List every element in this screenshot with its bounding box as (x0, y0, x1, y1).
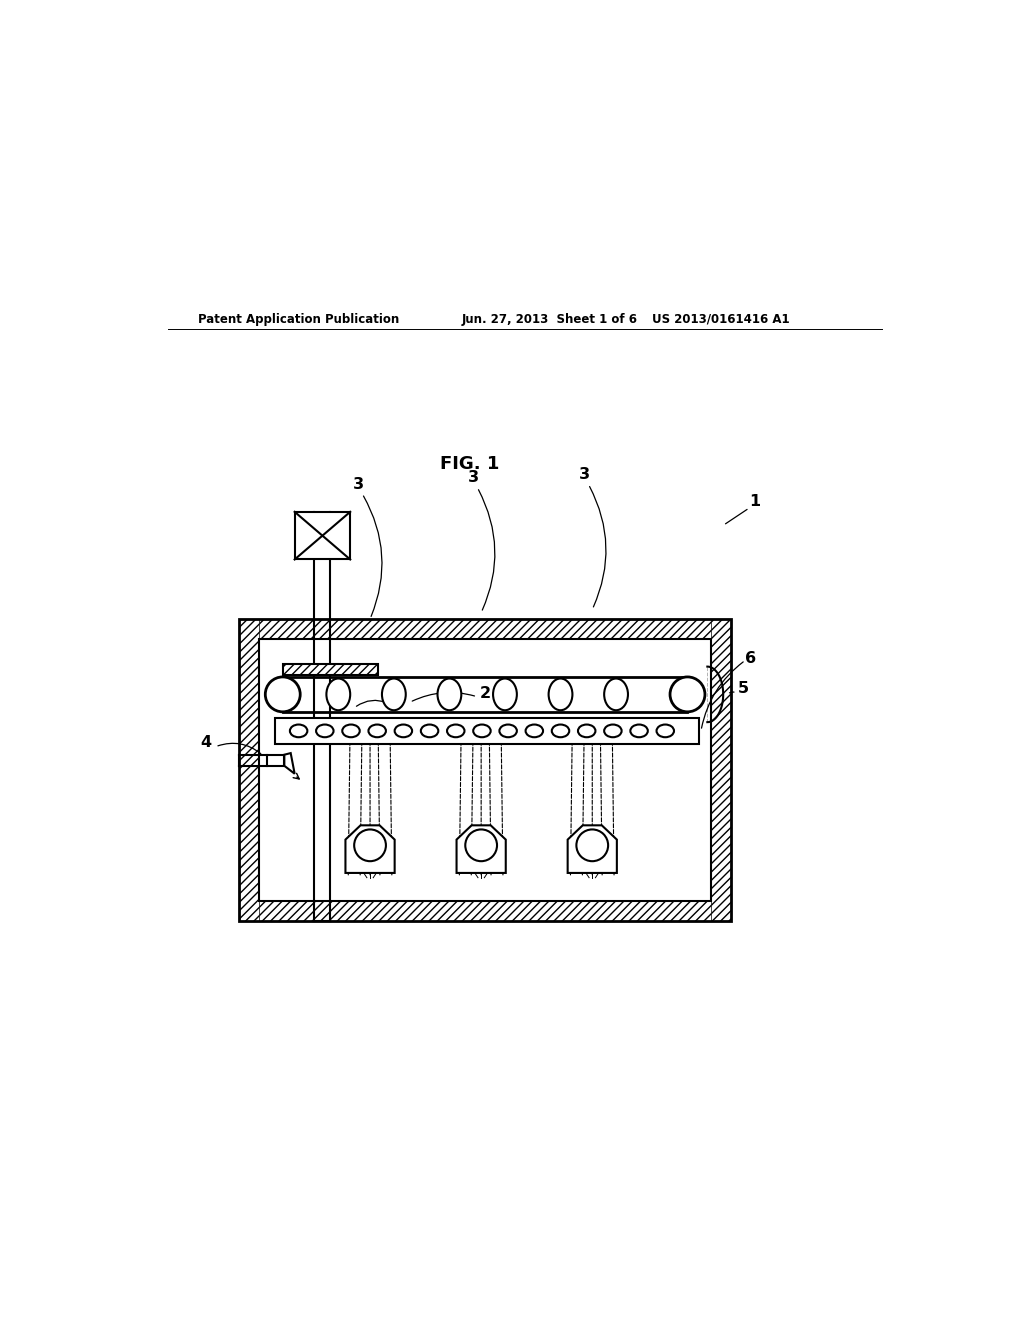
Text: 3: 3 (579, 467, 590, 482)
Ellipse shape (552, 725, 569, 738)
Ellipse shape (525, 725, 543, 738)
Ellipse shape (494, 678, 517, 710)
Ellipse shape (382, 678, 406, 710)
Ellipse shape (437, 678, 461, 710)
Polygon shape (285, 754, 295, 774)
Bar (240, 619, 259, 920)
Bar (267, 755, 285, 766)
Ellipse shape (342, 725, 359, 738)
Bar (259, 639, 712, 900)
Text: 5: 5 (737, 681, 749, 697)
Ellipse shape (604, 678, 628, 710)
Circle shape (354, 829, 386, 861)
Text: Patent Application Publication: Patent Application Publication (198, 313, 399, 326)
Ellipse shape (316, 725, 334, 738)
Ellipse shape (369, 725, 386, 738)
Circle shape (465, 829, 497, 861)
Ellipse shape (327, 678, 350, 710)
Text: 2: 2 (479, 686, 490, 701)
Text: US 2013/0161416 A1: US 2013/0161416 A1 (652, 313, 790, 326)
Text: 3: 3 (352, 477, 364, 491)
Circle shape (265, 677, 300, 711)
Text: 4: 4 (201, 735, 211, 750)
Bar (240, 900, 731, 920)
Ellipse shape (421, 725, 438, 738)
Bar (283, 664, 378, 676)
Text: 6: 6 (745, 651, 757, 667)
Circle shape (670, 677, 705, 711)
Bar (240, 619, 731, 920)
Text: G: G (391, 693, 404, 709)
Circle shape (577, 829, 608, 861)
Bar (274, 718, 699, 743)
Bar (240, 619, 731, 639)
Ellipse shape (447, 725, 465, 738)
Ellipse shape (500, 725, 517, 738)
Ellipse shape (290, 725, 307, 738)
Text: Jun. 27, 2013  Sheet 1 of 6: Jun. 27, 2013 Sheet 1 of 6 (461, 313, 637, 326)
Ellipse shape (631, 725, 648, 738)
Text: 1: 1 (750, 494, 761, 510)
Polygon shape (457, 825, 506, 873)
Text: 3: 3 (468, 470, 479, 486)
Ellipse shape (549, 678, 572, 710)
Ellipse shape (656, 725, 674, 738)
Text: FIG. 1: FIG. 1 (439, 455, 499, 474)
Ellipse shape (604, 725, 622, 738)
Ellipse shape (473, 725, 490, 738)
Bar (712, 619, 731, 920)
Polygon shape (345, 825, 394, 873)
Ellipse shape (578, 725, 595, 738)
Polygon shape (567, 825, 616, 873)
Ellipse shape (394, 725, 412, 738)
Bar (295, 512, 350, 560)
